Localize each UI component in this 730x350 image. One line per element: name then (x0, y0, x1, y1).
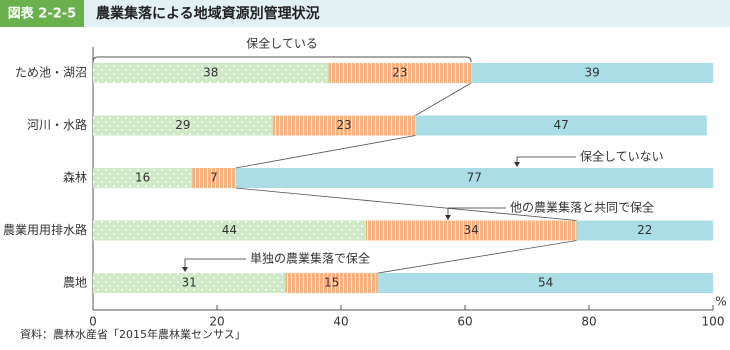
x-tick-label: 20 (209, 315, 224, 329)
callout-line (184, 258, 246, 268)
value-label: 38 (203, 66, 218, 80)
bar-segment (365, 220, 577, 241)
bar-segment (471, 63, 713, 83)
callout-arrow (182, 267, 188, 272)
value-label: 54 (538, 276, 553, 290)
header-band (0, 0, 730, 27)
connector (378, 240, 577, 274)
legend-label: 他の農業集落と共同で保全 (510, 200, 654, 215)
callout-arrow (514, 162, 520, 167)
value-label: 7 (210, 171, 218, 185)
connector (235, 187, 577, 221)
connector (235, 135, 416, 169)
bar-segment (93, 220, 366, 241)
bar-segment (272, 115, 416, 136)
y-tick-label: 森林 (63, 170, 87, 185)
value-label: 15 (324, 276, 339, 290)
value-label: 16 (135, 171, 150, 185)
value-label: 44 (222, 223, 237, 237)
header-label-box (0, 0, 84, 27)
value-label: 34 (464, 223, 479, 237)
group-bracket (92, 56, 472, 63)
connector (415, 82, 472, 116)
y-tick-label: 河川・水路 (27, 117, 87, 132)
legend-label: 保全していない (580, 149, 664, 164)
bar-segment (576, 220, 713, 241)
value-label: 23 (336, 118, 351, 132)
y-tick-label: 農地 (63, 276, 87, 290)
value-label: 39 (584, 66, 599, 80)
y-tick-label: 農業用用排水路 (3, 222, 87, 237)
chart-title: 農業集落による地域資源別管理状況 (96, 5, 320, 22)
value-label: 22 (637, 223, 652, 237)
value-label: 23 (392, 66, 407, 80)
callout-line (447, 207, 506, 216)
bar-segment (93, 63, 329, 83)
bar-segment (328, 63, 472, 83)
value-label: 47 (553, 118, 568, 132)
legend-label: 単独の農業集落で保全 (250, 251, 370, 266)
group-label: 保全している (246, 36, 318, 51)
y-tick-label: ため池・湖沼 (15, 65, 87, 80)
x-tick-label: 0 (89, 315, 97, 329)
callout-arrow (445, 215, 451, 220)
figure-label: 図表 2-2-5 (8, 6, 76, 22)
value-label: 31 (181, 276, 196, 290)
value-label: 29 (175, 118, 190, 132)
bar-segment (235, 168, 713, 188)
bar-segment (285, 273, 379, 293)
x-tick-label: 100 (702, 315, 725, 329)
bar-segment (378, 273, 713, 293)
source: 資料：農林水産省「2015年農林業センサス」 (20, 327, 246, 341)
bar-segment (93, 115, 273, 136)
bar-segment (93, 273, 286, 293)
x-tick-label: 80 (581, 315, 596, 329)
bar-segment (192, 168, 236, 188)
callout-line (516, 156, 576, 163)
bar-segment (415, 115, 707, 136)
value-label: 77 (467, 171, 482, 185)
bar-segment (93, 168, 193, 188)
x-tick-label: 60 (457, 315, 472, 329)
x-tick-label: 40 (333, 315, 348, 329)
unit-label: % (715, 295, 726, 309)
